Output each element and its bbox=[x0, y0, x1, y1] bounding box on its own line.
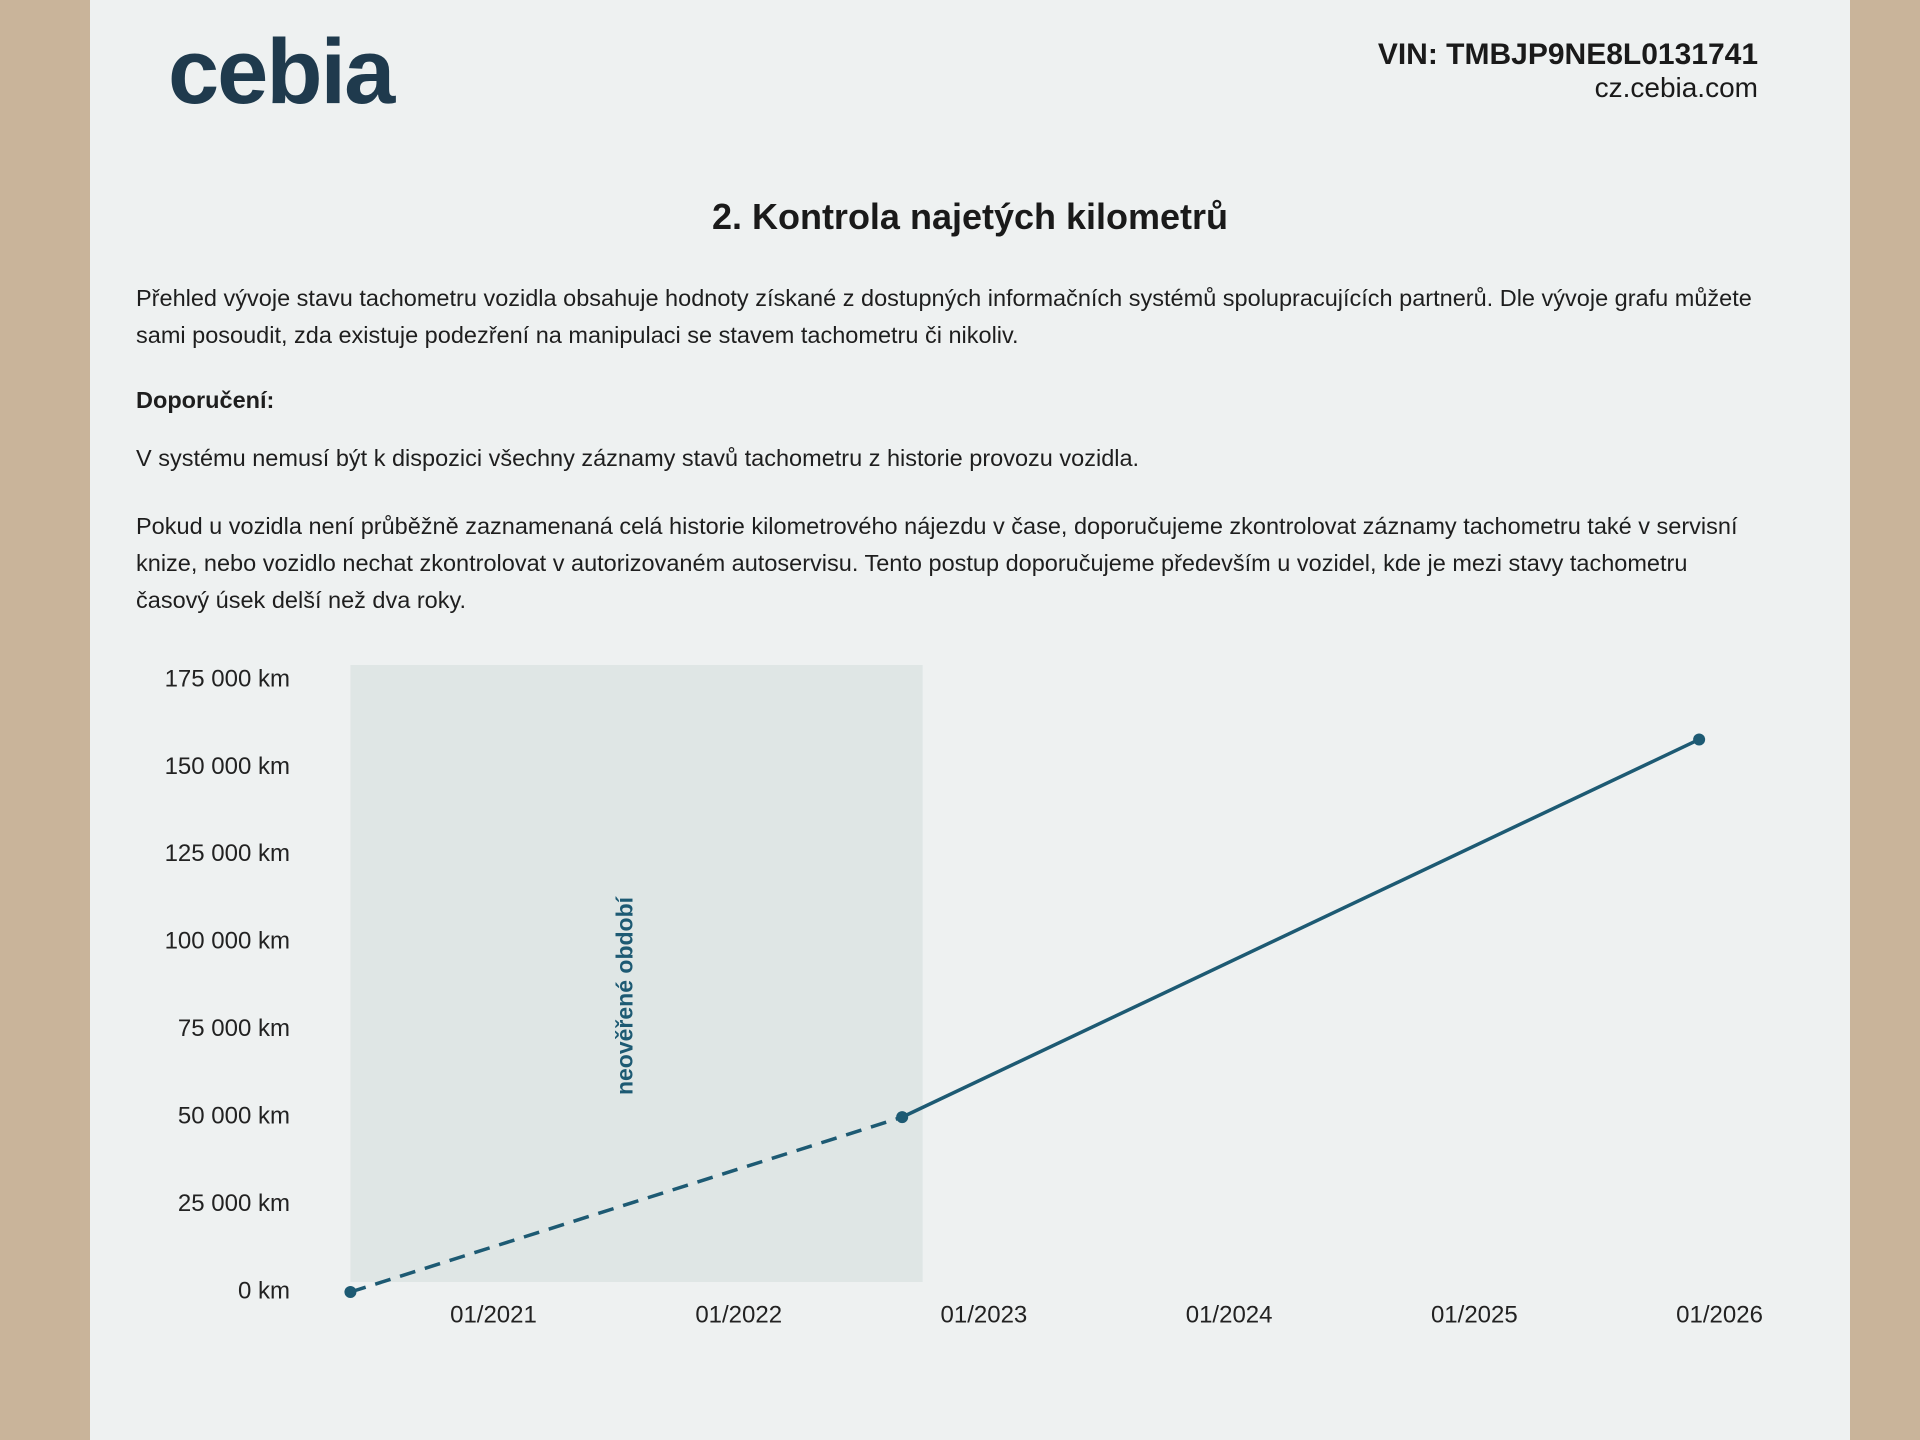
y-tick-label: 150 000 km bbox=[165, 753, 290, 780]
y-tick-label: 50 000 km bbox=[178, 1102, 290, 1129]
vin: VIN: TMBJP9NE8L0131741 bbox=[1377, 38, 1758, 71]
x-tick-label: 01/2022 bbox=[695, 1301, 782, 1328]
point bbox=[1693, 733, 1706, 746]
y-tick-label: 100 000 km bbox=[165, 928, 290, 955]
y-tick-label: 175 000 km bbox=[165, 665, 290, 692]
paragraph: Přehled vývoje stavu tachometru vozidla … bbox=[136, 285, 1752, 348]
point bbox=[896, 1111, 909, 1124]
line-segment bbox=[349, 1115, 903, 1294]
heading: Doporučení: bbox=[136, 387, 275, 413]
x-tick-label: 01/2023 bbox=[941, 1301, 1028, 1328]
url: cz.cebia.com bbox=[1594, 72, 1758, 103]
point bbox=[344, 1286, 357, 1298]
x-tick-label: 01/2021 bbox=[450, 1301, 537, 1328]
y-tick-label: 75 000 km bbox=[178, 1015, 290, 1042]
logo: cebia bbox=[168, 21, 395, 123]
x-tick-label: 01/2026 bbox=[1676, 1301, 1763, 1328]
title: 2. Kontrola najetých kilometrů bbox=[711, 196, 1229, 237]
y-tick-label: 125 000 km bbox=[165, 840, 290, 867]
paragraph: Pokud u vozidla není průběžně zaznamenan… bbox=[136, 513, 1738, 613]
unverified-area bbox=[350, 665, 923, 1282]
y-tick-label: 25 000 km bbox=[178, 1190, 290, 1217]
x-tick-label: 01/2024 bbox=[1186, 1301, 1273, 1328]
paragraph: V systému nemusí být k dispozici všechny… bbox=[136, 445, 1140, 471]
y-tick-label: 0 km bbox=[238, 1277, 290, 1304]
x-tick-label: 01/2025 bbox=[1431, 1301, 1518, 1328]
unverified-label: neověřené období bbox=[612, 895, 638, 1095]
line-segment bbox=[901, 737, 1700, 1119]
